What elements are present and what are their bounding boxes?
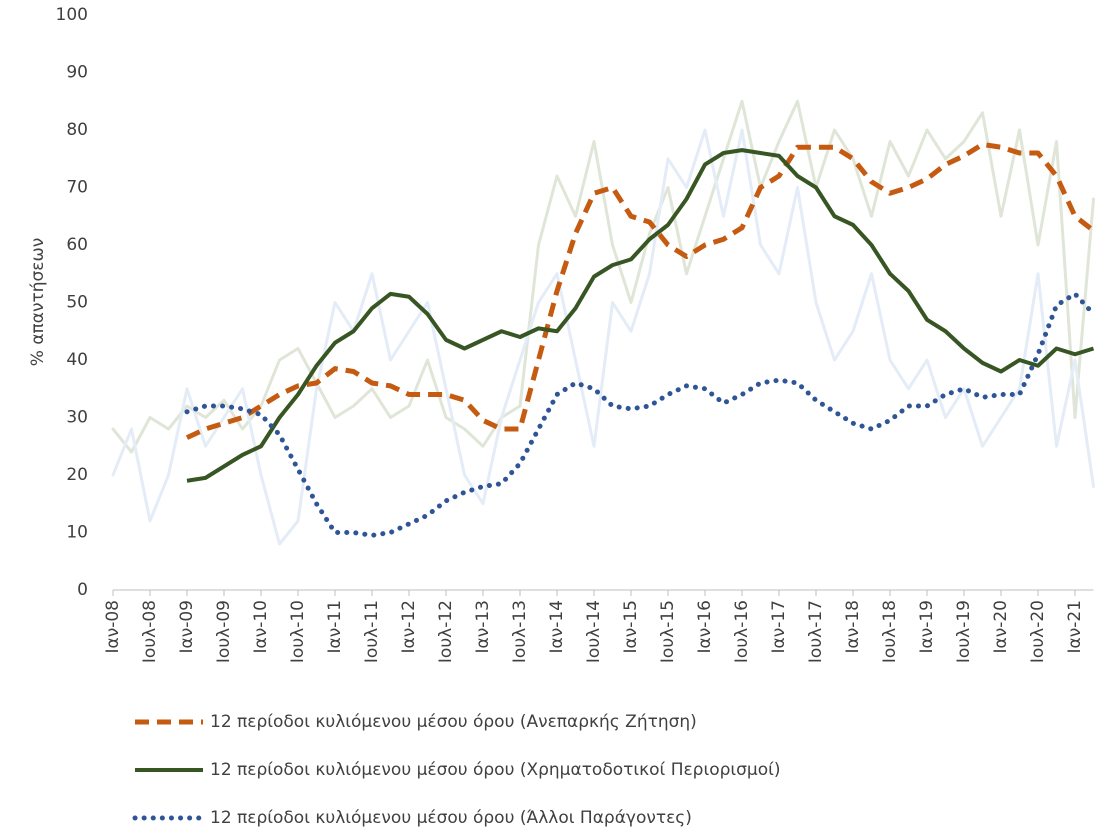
y-tick-label: 90 — [66, 63, 88, 83]
series-line — [186, 148, 1095, 483]
x-tick-label: Ιαν-21 — [1065, 600, 1085, 653]
x-tick-label: Ιουλ-19 — [954, 600, 974, 663]
x-tick-label: Ιαν-09 — [177, 600, 197, 653]
x-tick-label: Ιουλ-15 — [658, 600, 678, 663]
x-tick-label: Ιουλ-09 — [214, 600, 234, 663]
legend-label: 12 περίοδοι κυλιόμενου μέσου όρου (Ανεπα… — [210, 712, 697, 732]
y-tick-label: 40 — [66, 350, 88, 370]
background-line — [111, 128, 1095, 546]
x-tick-label: Ιαν-13 — [473, 600, 493, 653]
x-tick-label: Ιαν-08 — [103, 600, 123, 653]
x-tick-label: Ιαν-15 — [621, 600, 641, 653]
x-tick-label: Ιουλ-13 — [510, 600, 530, 663]
x-tick-label: Ιουλ-20 — [1028, 600, 1048, 663]
x-tick-label: Ιουλ-14 — [584, 600, 604, 663]
x-tick-label: Ιαν-16 — [695, 600, 715, 653]
x-tick-label: Ιουλ-16 — [732, 600, 752, 663]
x-tick-label: Ιαν-12 — [399, 600, 419, 653]
x-tick-label: Ιαν-11 — [325, 600, 345, 653]
x-tick-label: Ιαν-18 — [843, 600, 863, 653]
y-tick-label: 50 — [66, 293, 88, 313]
x-tick-label: Ιαν-19 — [917, 600, 937, 653]
x-tick-label: Ιουλ-18 — [880, 600, 900, 663]
x-tick-label: Ιαν-17 — [769, 600, 789, 653]
x-tick-label: Ιουλ-12 — [436, 600, 456, 663]
x-tick-label: Ιουλ-11 — [362, 600, 382, 663]
x-tick-label: Ιουλ-08 — [140, 600, 160, 663]
x-tick-label: Ιαν-14 — [547, 600, 567, 653]
series-line — [184, 291, 1096, 538]
y-tick-label: 30 — [66, 408, 88, 428]
background-line — [111, 99, 1095, 454]
y-tick-label: 10 — [66, 523, 88, 543]
y-tick-label: 60 — [66, 235, 88, 255]
legend-label: 12 περίοδοι κυλιόμενου μέσου όρου (Χρημα… — [210, 760, 781, 780]
y-tick-label: 20 — [66, 465, 88, 485]
x-tick-label: Ιαν-10 — [251, 600, 271, 653]
x-tick-label: Ιουλ-17 — [806, 600, 826, 663]
y-tick-label: 70 — [66, 178, 88, 198]
y-tick-label: 100 — [56, 5, 88, 25]
y-tick-label: 80 — [66, 120, 88, 140]
x-tick-label: Ιαν-20 — [991, 600, 1011, 653]
y-tick-label: 0 — [77, 580, 88, 600]
x-tick-label: Ιουλ-10 — [288, 600, 308, 663]
legend-label: 12 περίοδοι κυλιόμενου μέσου όρου (Άλλοι… — [210, 808, 692, 828]
y-axis-label: % απαντήσεων — [28, 238, 48, 366]
